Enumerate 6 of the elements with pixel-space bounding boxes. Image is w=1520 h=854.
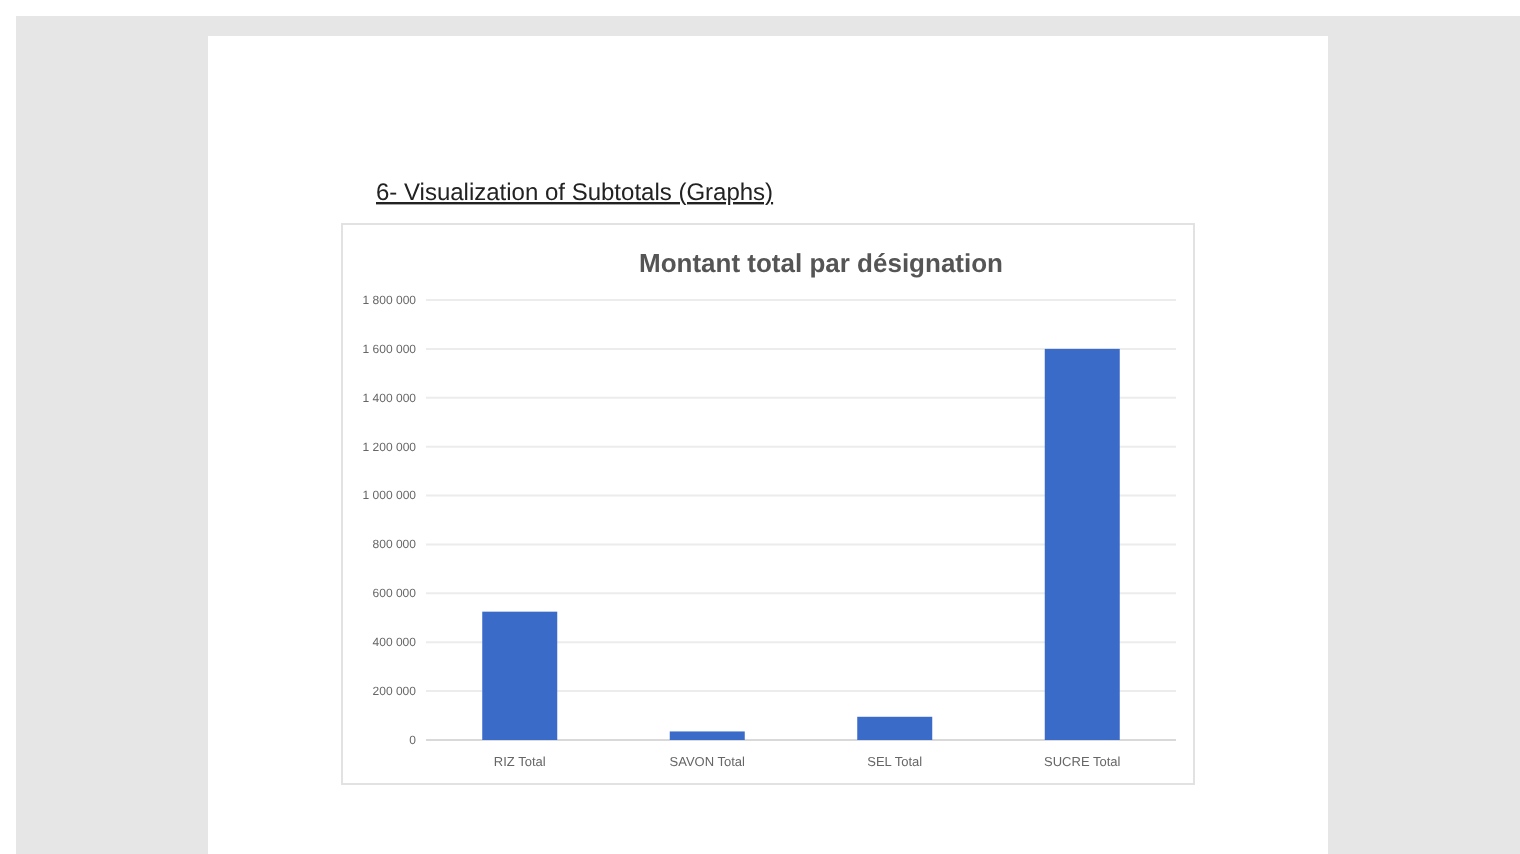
bar: [1044, 348, 1120, 740]
bar: [482, 611, 558, 740]
bar: [857, 716, 933, 740]
chart-title: Montant total par désignation: [639, 248, 1004, 278]
bar: [669, 731, 745, 740]
text: 6- Visualization of Subtotals (Graphs): [376, 178, 774, 206]
